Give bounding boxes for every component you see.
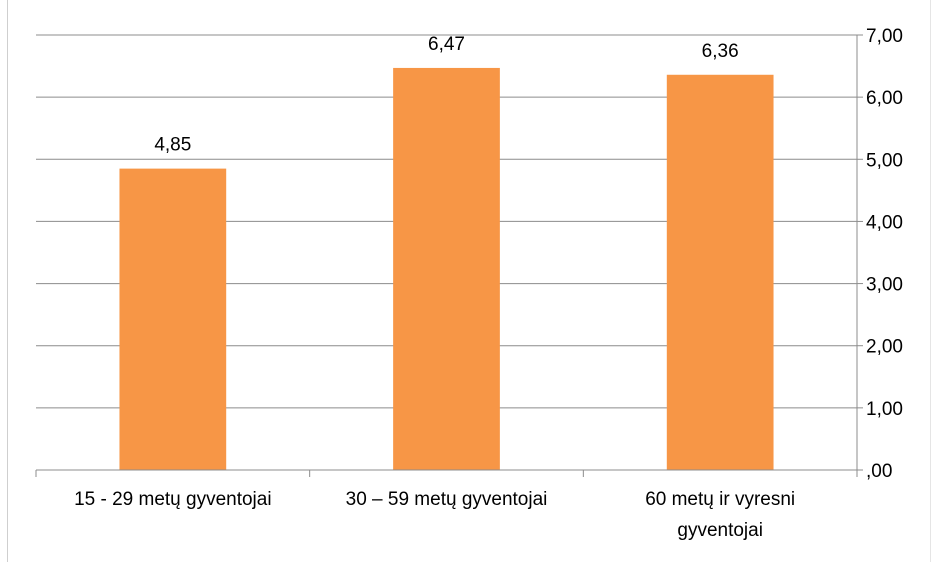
bar: [393, 67, 500, 470]
category-label: 60 metų ir vyresni: [645, 489, 795, 510]
data-label: 6,36: [702, 41, 739, 62]
y-tick-label: 3,00: [866, 275, 903, 296]
y-tick-label: 6,00: [866, 88, 903, 109]
chart-frame-left-border: [7, 0, 8, 562]
data-label: 4,85: [154, 135, 191, 156]
bar: [666, 74, 774, 471]
category-label: gyventojai: [677, 520, 763, 541]
bars: [119, 67, 774, 471]
category-label: 30 – 59 metų gyventojai: [346, 489, 548, 510]
y-tick-label: 4,00: [866, 212, 903, 233]
y-tick-label: 1,00: [866, 399, 903, 420]
bar: [119, 168, 227, 470]
y-tick-label: ,00: [866, 461, 892, 482]
y-tick-label: 7,00: [866, 26, 903, 47]
category-label: 15 - 29 metų gyventojai: [74, 489, 272, 510]
y-tick-label: 5,00: [866, 150, 903, 171]
data-label: 6,47: [428, 34, 465, 55]
labels: ,00 1,00 2,00 3,00 4,00 5,00 6,00 7,00 4,85 15 - …: [74, 26, 903, 541]
axes: [35, 34, 863, 477]
y-tick-label: 2,00: [866, 337, 903, 358]
